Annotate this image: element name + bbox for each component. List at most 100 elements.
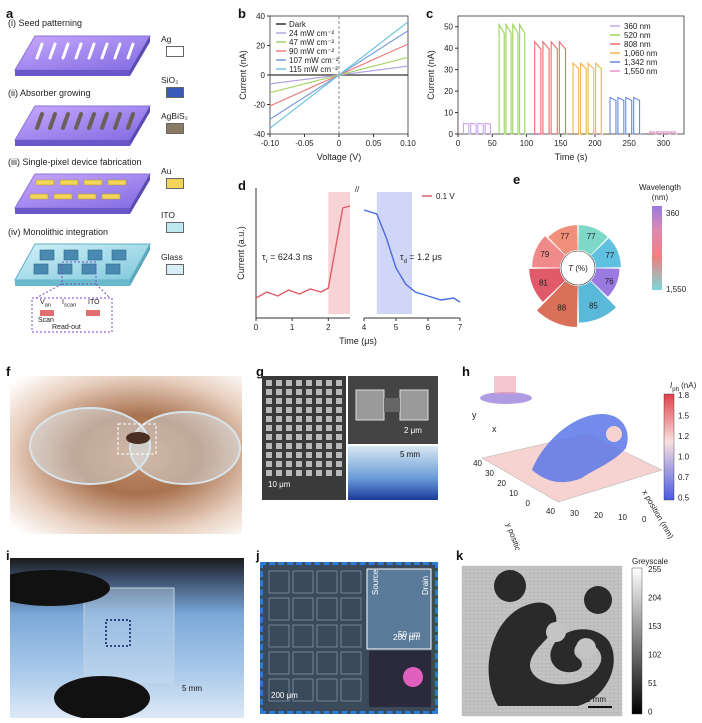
sem-pixel bbox=[336, 380, 342, 386]
colorbar-tick: 153 bbox=[648, 622, 662, 631]
sem-pixel bbox=[316, 461, 322, 467]
sem-pixel bbox=[326, 389, 332, 395]
colorbar-tick: 1.2 bbox=[678, 432, 690, 441]
sem-pixel bbox=[316, 443, 322, 449]
array-cell bbox=[268, 678, 290, 702]
chart-d-rise-decay: // 0 1 2 4 5 6 7 Time (μs) Current (a.u.) 0.1 V τr … bbox=[236, 185, 463, 346]
sem-pixel bbox=[276, 443, 282, 449]
array-cell bbox=[268, 624, 290, 648]
panda-eye-left bbox=[546, 622, 566, 642]
sem-pixel bbox=[316, 407, 322, 413]
surface-hole bbox=[606, 426, 622, 442]
colorbar-title: Greyscale bbox=[632, 557, 669, 566]
sem-pixel bbox=[336, 434, 342, 440]
array-cell bbox=[316, 624, 338, 648]
legend-label-5: 115 mW cm⁻² bbox=[289, 65, 338, 74]
legend-label-4: 107 mW cm⁻² bbox=[289, 56, 339, 65]
y-tick-label: -40 bbox=[253, 130, 265, 139]
chart-e-transmittance-pie: 77 77 76 85 88 81 79 77 T (%) Wavelength(nm) 360 1,… bbox=[529, 183, 687, 328]
series-line-5 bbox=[269, 21, 409, 129]
label-drain: Drain bbox=[421, 575, 430, 595]
x-tick-label: 30 bbox=[570, 509, 579, 518]
legend-label-1: 24 mW cm⁻² bbox=[289, 29, 334, 38]
panda-ear-right bbox=[584, 586, 612, 614]
legend-sio2-label: SiO₂ bbox=[161, 75, 179, 85]
x-tick-label: 50 bbox=[488, 139, 497, 148]
x-tick-label: -0.10 bbox=[261, 139, 280, 148]
sem-pixel bbox=[326, 470, 332, 476]
series-trace-2 bbox=[534, 40, 568, 135]
sem-pixel bbox=[266, 461, 272, 467]
step-2-label: (ii) Absorber growing bbox=[8, 88, 91, 98]
x-tick-label: 6 bbox=[426, 323, 431, 332]
x-tick-label: 4 bbox=[362, 323, 367, 332]
colorbar-tick: 0.7 bbox=[678, 473, 690, 482]
sem-pixel bbox=[266, 416, 272, 422]
greyscale-panda bbox=[488, 602, 614, 706]
axis-y-letter: y bbox=[472, 410, 477, 420]
array-cell bbox=[268, 651, 290, 675]
sem-pixel bbox=[266, 425, 272, 431]
array-cell bbox=[316, 678, 338, 702]
sem-pixel bbox=[306, 461, 312, 467]
legend-au-label: Au bbox=[161, 166, 172, 176]
pie-slice-4 bbox=[536, 280, 578, 328]
sem-array-grid bbox=[266, 380, 342, 476]
glasses-illustration bbox=[29, 407, 241, 485]
y-tick-label: 40 bbox=[444, 44, 453, 53]
panel-label-b: b bbox=[238, 6, 246, 21]
array-cell bbox=[316, 651, 338, 675]
sem-pixel bbox=[276, 398, 282, 404]
y-tick-label: 20 bbox=[256, 42, 265, 51]
slice-label-3: 85 bbox=[589, 301, 598, 310]
sem-pixel bbox=[296, 470, 302, 476]
sem-pixel bbox=[316, 434, 322, 440]
colorbar-unit: (nm) bbox=[652, 193, 669, 202]
x-tick-label: 300 bbox=[657, 139, 671, 148]
panel-label-k: k bbox=[456, 548, 464, 563]
sem-pixel bbox=[276, 470, 282, 476]
x-tick-label: 0 bbox=[337, 139, 342, 148]
legend-glass-swatch bbox=[166, 264, 184, 275]
series-trace-3 bbox=[572, 61, 604, 135]
legend-ag-swatch bbox=[166, 46, 184, 57]
y-tick-label: 10 bbox=[444, 109, 453, 118]
y-axis-label: Current (a.u.) bbox=[236, 226, 246, 280]
sem-pixel bbox=[336, 389, 342, 395]
sem-pixel bbox=[316, 380, 322, 386]
colorbar-tick: 1.0 bbox=[678, 453, 690, 462]
y-tick-label: -20 bbox=[253, 101, 265, 110]
sem-pixel bbox=[316, 389, 322, 395]
sem-pixel bbox=[316, 416, 322, 422]
y-tick-label: 40 bbox=[256, 12, 265, 21]
panel-label-j: j bbox=[256, 548, 260, 563]
sem-pixel bbox=[316, 452, 322, 458]
panda-eye-right bbox=[576, 638, 596, 658]
optical-array-grid bbox=[268, 568, 432, 707]
sem-pixel bbox=[306, 452, 312, 458]
panel-label-c: c bbox=[426, 6, 434, 21]
x-tick-label: 1 bbox=[290, 323, 295, 332]
sem-pixel bbox=[306, 380, 312, 386]
y-tick-label: 50 bbox=[444, 23, 453, 32]
array-cell bbox=[316, 570, 338, 594]
sem-pixel bbox=[286, 443, 292, 449]
sem-pixel bbox=[306, 434, 312, 440]
panel-label-a: a bbox=[6, 6, 14, 21]
y-axis-label: Current (nA) bbox=[426, 50, 436, 100]
photocurrent-surface bbox=[532, 414, 628, 483]
sem-pixel bbox=[286, 425, 292, 431]
slice-label-6: 79 bbox=[540, 250, 549, 259]
y-tick-label: 30 bbox=[444, 66, 453, 75]
legend-label-2: 47 mW cm⁻² bbox=[289, 38, 334, 47]
scalebar-j-main: 200 μm bbox=[271, 691, 298, 700]
x-tick-label: 0.10 bbox=[400, 139, 416, 148]
pie-slice-7 bbox=[548, 225, 578, 256]
array-cell bbox=[268, 597, 290, 621]
scalebar-g-main: 10 μm bbox=[268, 480, 291, 489]
fabrication-schematic bbox=[14, 35, 151, 333]
axis-break-mark: // bbox=[355, 185, 360, 194]
colorbar-gradient bbox=[631, 567, 643, 715]
sem-pixel bbox=[296, 434, 302, 440]
